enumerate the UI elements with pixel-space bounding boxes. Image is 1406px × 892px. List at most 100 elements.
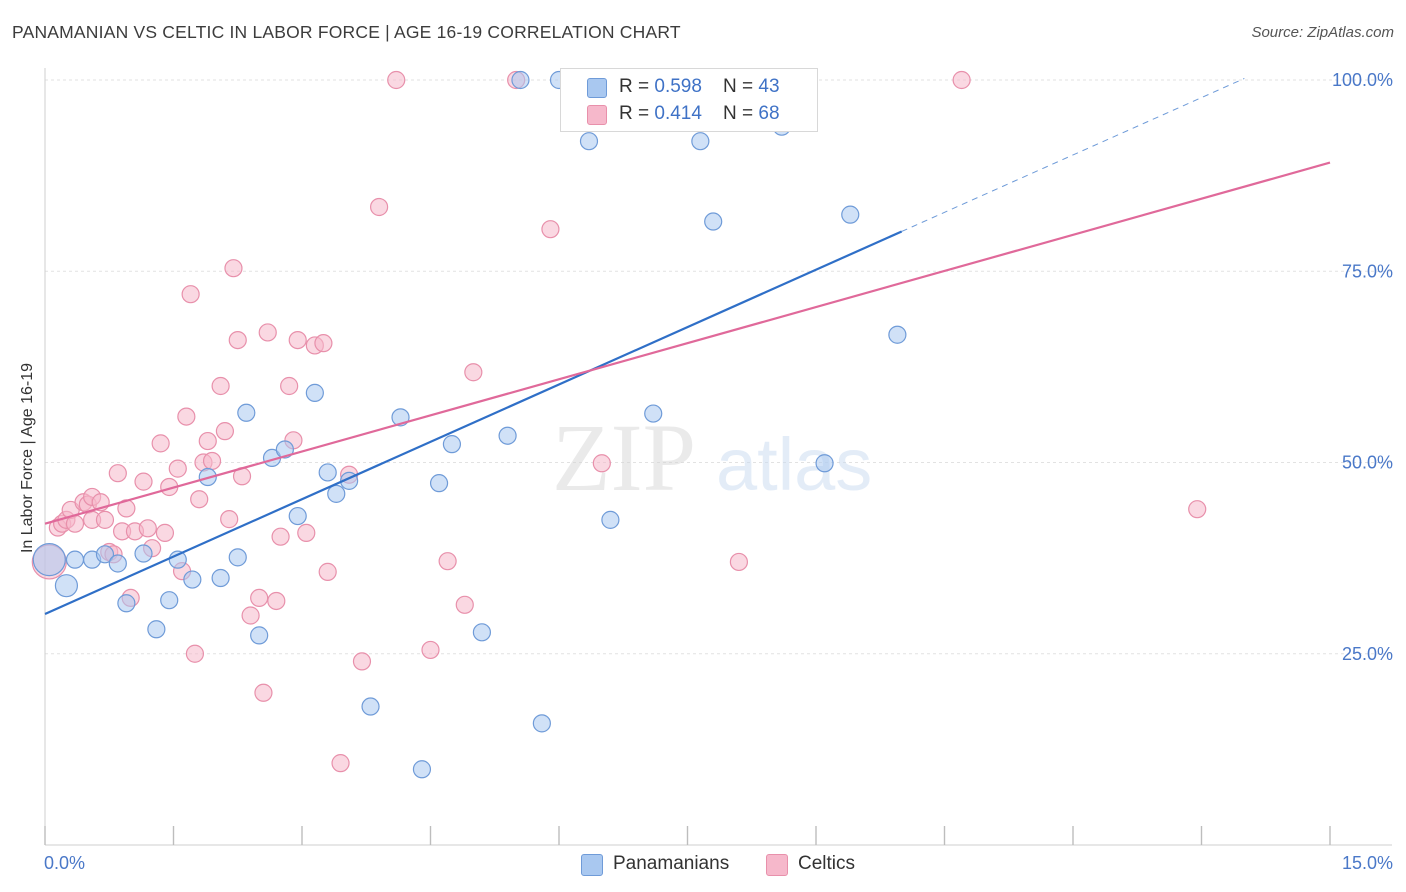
stats-legend: R = 0.598 N = 43 R = 0.414 N = 68 — [560, 68, 818, 132]
y-tick-label: 50.0% — [1342, 453, 1393, 473]
panamanians-point — [412, 760, 432, 779]
panamanians-point — [95, 545, 115, 564]
celtics-point — [108, 464, 127, 483]
y-tick-label: 25.0% — [1342, 644, 1393, 664]
y-tick-label: 75.0% — [1342, 261, 1393, 281]
x-tick-label: 15.0% — [1342, 853, 1393, 873]
panamanians-point — [361, 697, 380, 716]
panamanians-point — [532, 714, 551, 733]
panamanians-point — [601, 510, 620, 529]
celtics-point — [211, 376, 230, 396]
y-tick-label: 100.0% — [1332, 70, 1393, 90]
panamanians-point — [288, 506, 307, 526]
celtics-point — [1188, 500, 1207, 519]
panamanians-point — [815, 454, 834, 473]
celtics-point — [258, 323, 277, 342]
celtics-point — [181, 285, 200, 304]
celtics-point — [331, 754, 350, 773]
celtics-point — [254, 683, 273, 702]
watermark-atlas: atlas — [716, 423, 872, 506]
celtics-point — [729, 552, 749, 572]
legend-label: Celtics — [798, 853, 856, 874]
panamanians-trend-extension — [901, 78, 1245, 232]
r-label: R = — [619, 76, 655, 97]
celtics-point — [250, 588, 269, 608]
chart-title: PANAMANIAN VS CELTIC IN LABOR FORCE | AG… — [12, 22, 681, 42]
panamanians-point — [228, 548, 247, 567]
celtics-point — [267, 591, 286, 611]
panamanians-point — [237, 403, 256, 422]
celtics-point — [318, 562, 337, 581]
panamanians-legend-swatch — [581, 854, 603, 876]
panamanians-point — [644, 404, 663, 423]
celtics-point — [190, 490, 209, 509]
celtics-point — [464, 363, 483, 382]
panamanians-point — [117, 594, 136, 613]
celtics-legend-swatch — [766, 854, 788, 876]
celtics-point — [220, 510, 239, 529]
panamanians-point — [65, 550, 85, 569]
panamanians-point — [147, 620, 166, 639]
celtics-point — [541, 220, 560, 239]
n-value: 43 — [758, 76, 780, 97]
celtics-point — [592, 454, 611, 473]
celtics-point — [168, 459, 187, 478]
r-value: 0.598 — [654, 76, 702, 97]
panamanians-trend-line — [44, 230, 903, 615]
panamanians-point — [442, 435, 462, 454]
celtics-point — [202, 451, 222, 471]
panamanians-point — [183, 570, 202, 589]
tick-labels: 25.0% 50.0% 75.0% 100.0% 0.0% 15.0% — [44, 70, 1393, 873]
panamanians-point — [888, 325, 907, 344]
celtics-point — [198, 431, 217, 451]
celtics-point — [215, 422, 234, 441]
panamanians-point — [472, 623, 491, 642]
celtics-point — [138, 519, 157, 538]
celtics-trend-line — [44, 161, 1331, 525]
celtics-point — [288, 331, 307, 350]
celtics-point — [455, 595, 474, 614]
panamanians-point — [841, 205, 860, 224]
panamanians-point — [275, 440, 294, 459]
axes — [44, 68, 1392, 846]
x-tick-label: 0.0% — [44, 853, 85, 873]
celtics-point — [387, 70, 406, 90]
panamanians-point — [691, 132, 710, 151]
celtics-point — [241, 606, 260, 625]
panamanians-points — [32, 70, 907, 779]
panamanians-point — [134, 544, 153, 563]
panamanians-point — [250, 626, 269, 645]
series-legend: Panamanians Celtics — [0, 852, 1406, 878]
celtics-point — [95, 510, 115, 529]
watermark-zip: ZIP — [552, 404, 696, 511]
celtics-point — [224, 259, 243, 278]
y-axis-label: In Labor Force | Age 16-19 — [19, 362, 36, 554]
panamanians-point — [54, 574, 79, 598]
celtics-swatch — [587, 105, 607, 125]
celtics-point — [177, 407, 196, 426]
celtics-point — [134, 472, 153, 491]
legend-label: Panamanians — [613, 853, 730, 874]
celtics-point — [280, 376, 299, 396]
panamanians-point — [305, 383, 324, 402]
celtics-point — [185, 644, 205, 663]
r-value: 0.414 — [654, 103, 702, 124]
panamanians-point — [579, 132, 599, 151]
celtics-point — [952, 70, 971, 90]
celtics-point — [370, 197, 389, 217]
panamanians-point — [498, 426, 517, 445]
celtics-point — [228, 331, 247, 350]
panamanians-point — [108, 554, 127, 573]
panamanians-point — [160, 591, 179, 610]
celtics-point — [421, 640, 440, 660]
celtics-point — [352, 652, 372, 671]
trend-lines — [44, 78, 1331, 615]
panamanians-swatch — [587, 78, 607, 98]
panamanians-point — [429, 474, 449, 493]
celtics-point — [155, 523, 175, 542]
panamanians-point — [211, 568, 230, 588]
celtics-point — [314, 334, 333, 353]
celtics-point — [271, 527, 290, 546]
n-label: N = — [723, 76, 759, 97]
